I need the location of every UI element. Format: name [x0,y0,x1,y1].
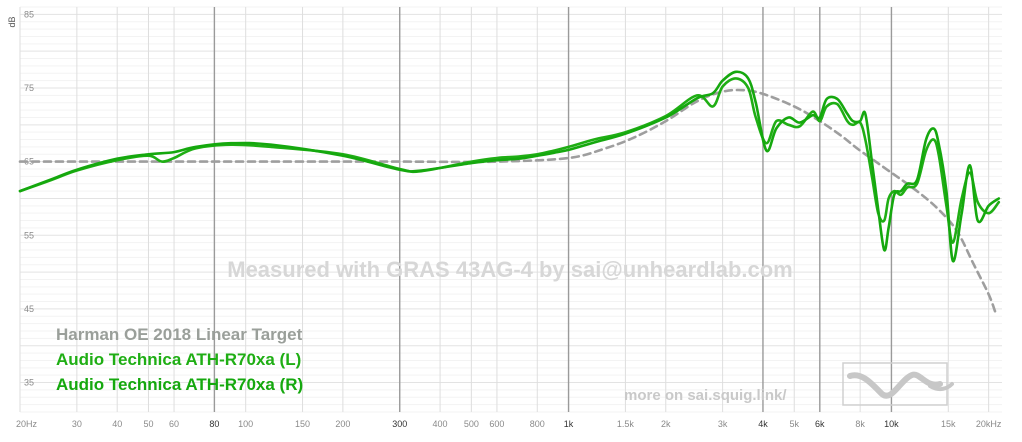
x-tick-label: 3k [718,419,728,429]
series-line-audio-technica-ath-r70xa-r [18,70,1001,263]
x-tick-label: 10k [884,419,899,429]
x-axis-labels: 20Hz 30 40 50 60 80 100 150 200 300 400 500 600 800 1k… [16,419,1002,429]
x-tick-label: 400 [433,419,448,429]
x-tick-label: 1.5k [617,419,635,429]
curves [18,70,1001,314]
x-tick-label: 150 [295,419,310,429]
x-tick-label: 100 [238,419,253,429]
y-tick-label: 55 [24,230,34,240]
y-tick-label: 65 [24,157,34,167]
y-axis-labels: 85 75 65 55 45 35 [24,9,34,387]
x-tick-label: 40 [112,419,122,429]
legend-entry-audio-technica-ath-r70xa-r: Audio Technica ATH-R70xa (R) [56,375,303,394]
x-tick-label: 5k [789,419,799,429]
x-tick-label: 300 [392,419,407,429]
x-tick-label: 8k [855,419,865,429]
x-tick-label: 1k [564,419,574,429]
squiglink-credit-text[interactable]: more on sai.squig.link/ [624,387,787,404]
series-line-harman-oe-2018-linear-target [18,88,997,314]
x-tick-label: 80 [209,419,219,429]
y-tick-label: 35 [24,378,34,388]
x-tick-label: 15k [941,419,956,429]
x-tick-label: 800 [530,419,545,429]
x-tick-label: 2k [661,419,671,429]
x-tick-label: 30 [72,419,82,429]
x-tick-label: 20Hz [16,419,38,429]
x-tick-label: 20kHz [976,419,1002,429]
y-axis-unit-label: dB [7,16,17,27]
x-tick-label: 600 [489,419,504,429]
y-tick-label: 85 [24,9,34,19]
legend: Harman OE 2018 Linear Target Audio Techni… [56,325,303,394]
x-tick-label: 6k [815,419,825,429]
measurement-watermark: Measured with GRAS 43AG-4 by sai@unheard… [227,257,792,282]
x-tick-label: 200 [335,419,350,429]
x-tick-label: 500 [464,419,479,429]
y-tick-label: 75 [24,83,34,93]
legend-entry-harman-oe-2018-linear-target: Harman OE 2018 Linear Target [56,325,303,344]
squiglink-logo-icon[interactable] [842,362,954,406]
x-tick-label: 50 [143,419,153,429]
y-tick-label: 45 [24,304,34,314]
legend-entry-audio-technica-ath-r70xa-l: Audio Technica ATH-R70xa (L) [56,350,301,369]
x-tick-label: 60 [169,419,179,429]
x-tick-label: 4k [758,419,768,429]
